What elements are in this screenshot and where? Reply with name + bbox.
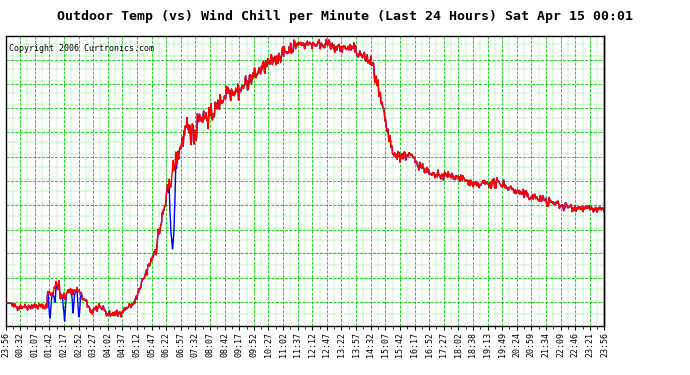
Text: Copyright 2006 Curtronics.com: Copyright 2006 Curtronics.com: [8, 44, 153, 53]
Text: Outdoor Temp (vs) Wind Chill per Minute (Last 24 Hours) Sat Apr 15 00:01: Outdoor Temp (vs) Wind Chill per Minute …: [57, 10, 633, 23]
